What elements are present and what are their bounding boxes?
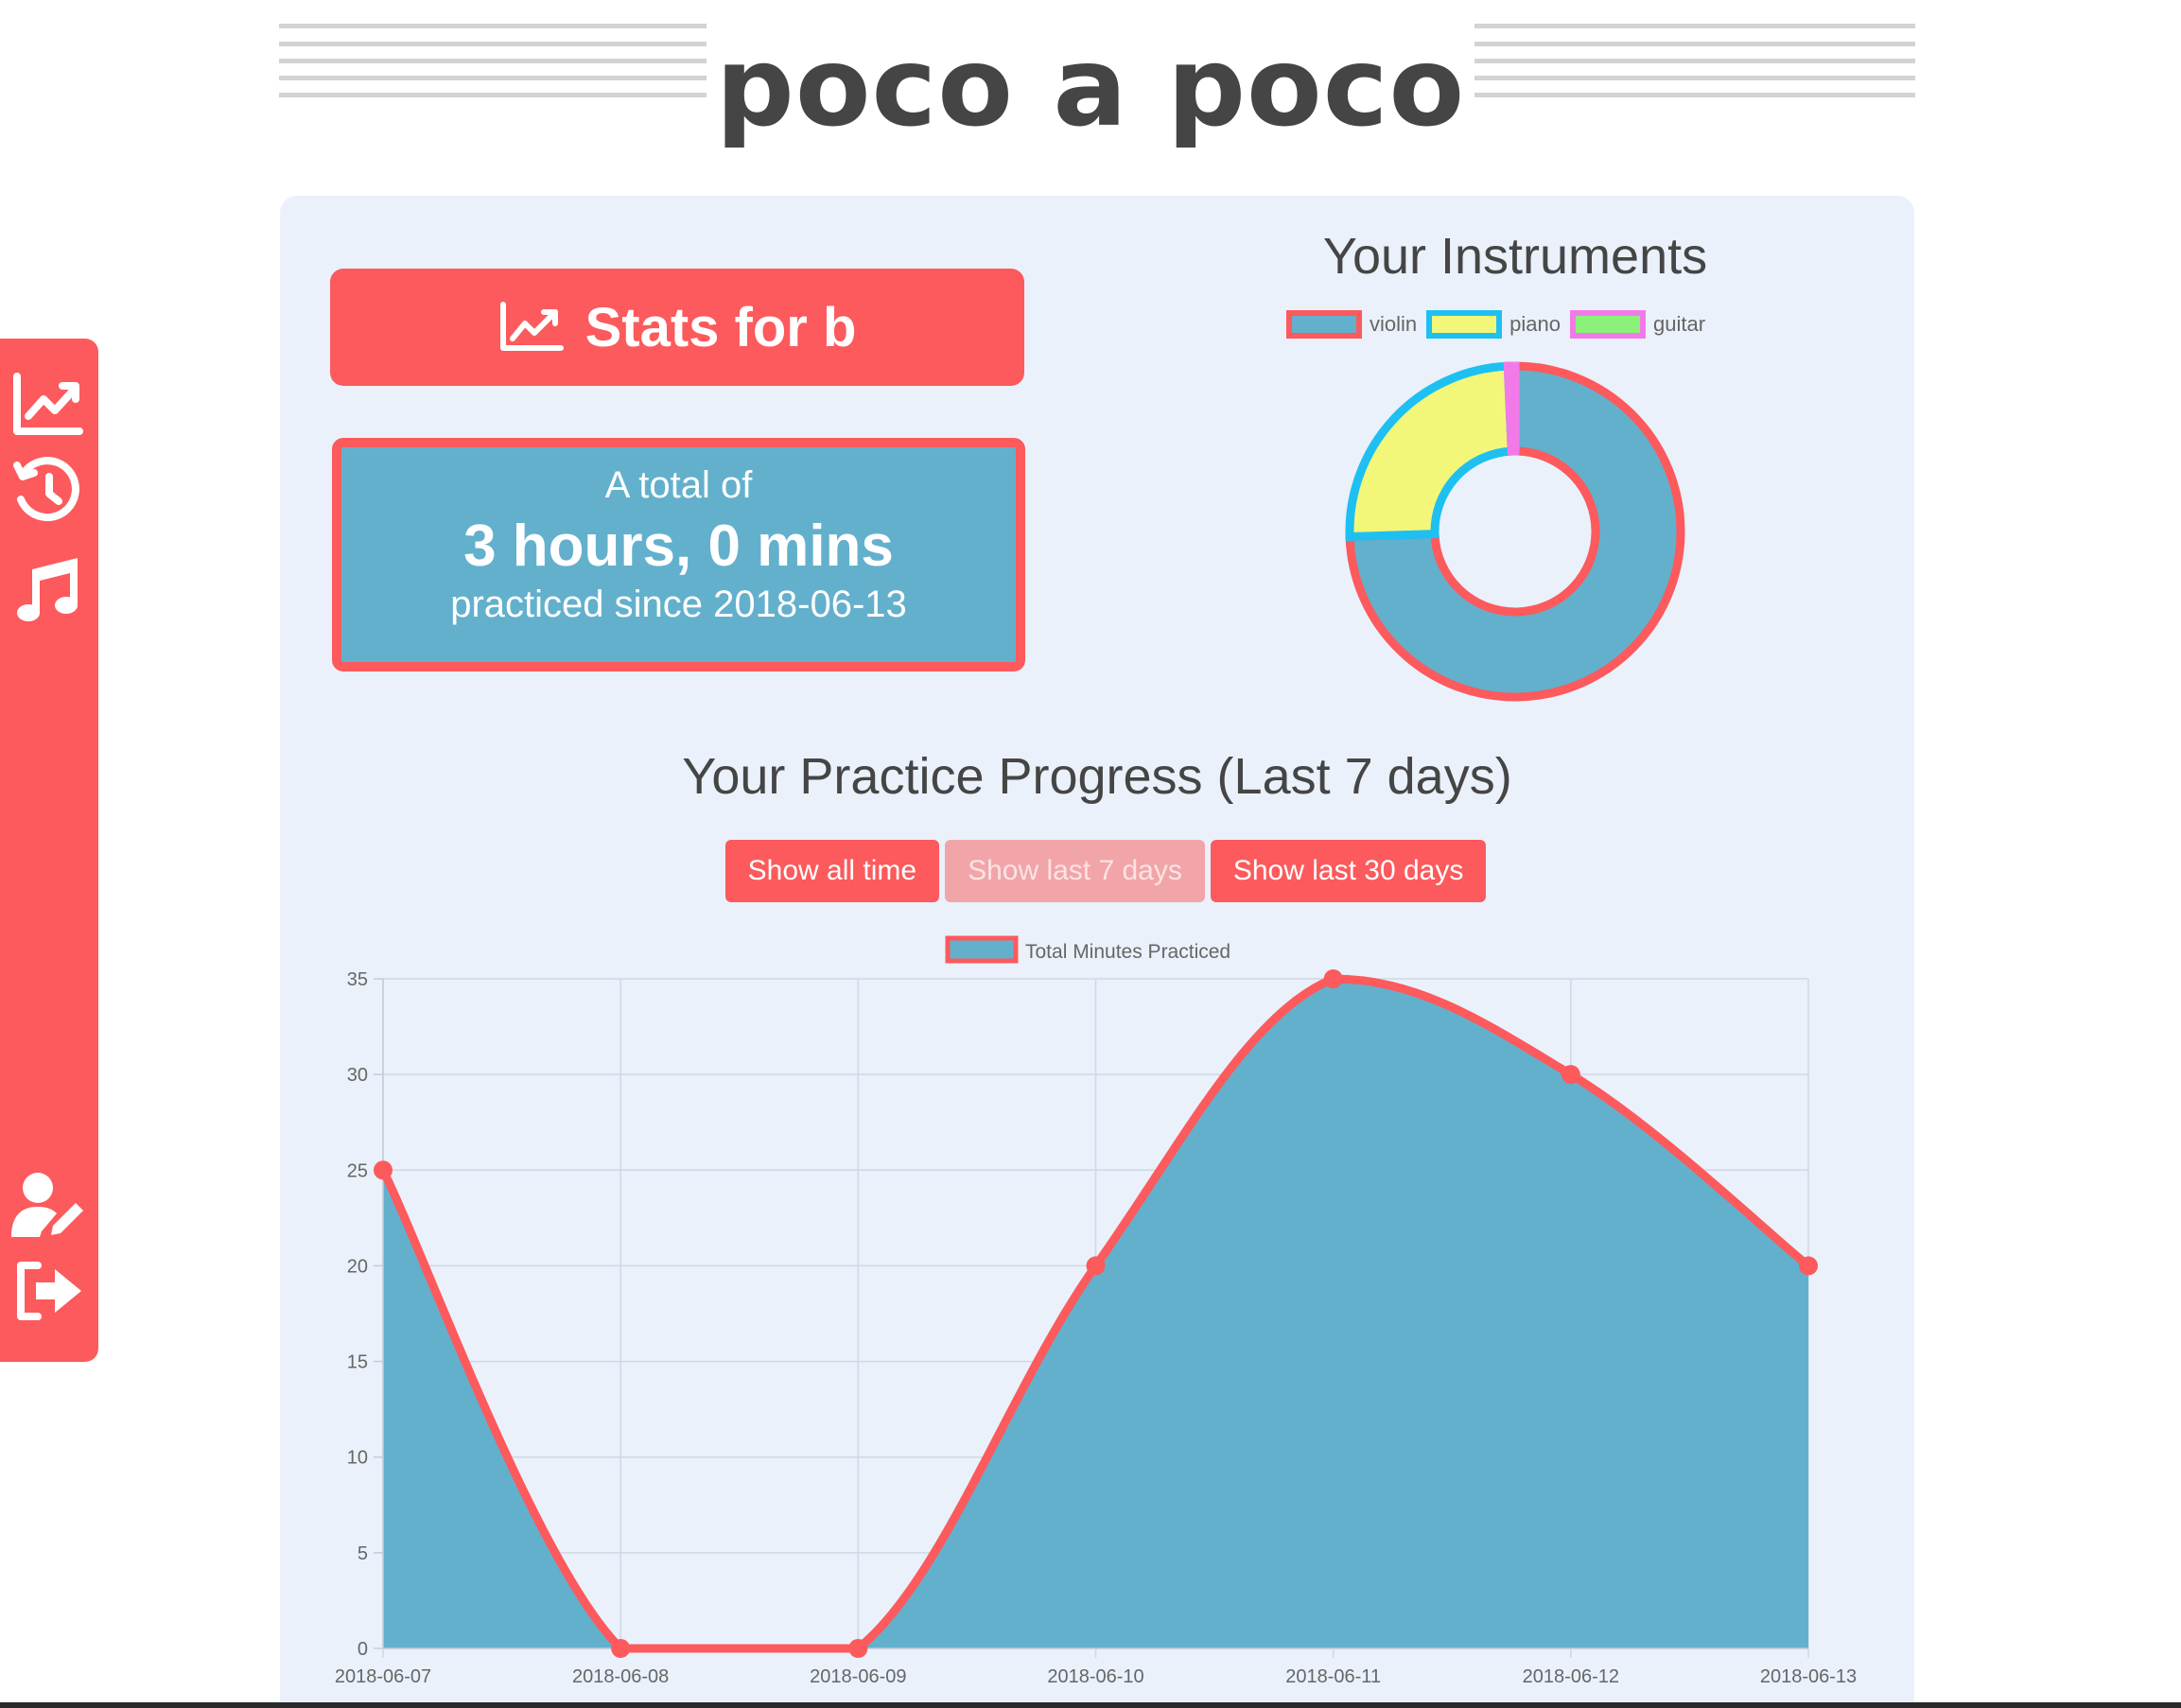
y-tick-label: 0 [358,1639,368,1660]
window-bottom-edge [0,1702,2181,1708]
legend-label: Total Minutes Practiced [1025,941,1230,963]
data-point-2018-06-11[interactable] [1323,969,1343,988]
legend-label: violin [1370,312,1418,336]
total-duration: 3 hours, 0 mins [463,514,894,579]
data-point-2018-06-13[interactable] [1799,1256,1818,1276]
y-tick-label: 20 [347,1256,368,1277]
range-button-group: Show all time Show last 7 days Show last… [0,840,2181,902]
app-logo[interactable]: poco a poco [0,17,2181,159]
x-tick-label: 2018-06-11 [1285,1666,1381,1687]
y-tick-label: 30 [347,1065,368,1086]
donut-slice-violin[interactable] [1345,361,1685,702]
x-tick-label: 2018-06-13 [1760,1666,1857,1687]
show-last-30-days-button[interactable]: Show last 30 days [1210,840,1487,902]
data-point-2018-06-07[interactable] [374,1160,393,1180]
data-point-2018-06-12[interactable] [1561,1065,1580,1085]
series-area [383,979,1808,1648]
donut-slice-guitar[interactable] [1503,361,1520,456]
x-tick-label: 2018-06-12 [1523,1666,1619,1687]
y-tick-label: 10 [347,1448,368,1469]
x-tick-label: 2018-06-07 [335,1666,431,1687]
history-icon[interactable] [9,454,85,530]
donut-slice-piano[interactable] [1345,361,1516,542]
data-point-2018-06-09[interactable] [848,1639,868,1658]
legend-label: piano [1509,312,1561,336]
data-point-2018-06-10[interactable] [1086,1256,1106,1276]
app-logo-text: poco a poco [706,24,1475,151]
stats-header-button[interactable]: Stats for b [330,269,1024,386]
y-tick-label: 15 [347,1352,368,1373]
total-since-text: practiced since 2018-06-13 [450,584,907,625]
total-intro-text: A total of [604,464,753,506]
instruments-title: Your Instruments [1322,228,1708,285]
instruments-legend: violin piano guitar [1286,310,1705,339]
legend-item-violin[interactable]: violin [1286,310,1417,339]
legend-item-guitar[interactable]: guitar [1569,310,1706,339]
stats-icon[interactable] [9,367,85,443]
y-tick-label: 25 [347,1160,368,1181]
sidebar [0,339,98,1362]
legend-swatch [945,935,1019,964]
y-tick-label: 35 [347,969,368,990]
show-last-7-days-button[interactable]: Show last 7 days [945,840,1205,902]
y-tick-label: 5 [358,1543,368,1564]
data-point-2018-06-08[interactable] [611,1639,631,1658]
legend-swatch [1286,310,1362,339]
legend-swatch [1569,310,1646,339]
show-all-time-button[interactable]: Show all time [724,840,940,902]
chart-legend[interactable]: Total Minutes Practiced [945,935,1230,964]
stats-header-label: Stats for b [585,296,857,358]
total-practice-box: A total of 3 hours, 0 mins practiced sin… [332,438,1025,671]
instruments-donut-chart [1345,361,1685,702]
x-tick-label: 2018-06-09 [810,1666,906,1687]
practice-progress-chart: Total Minutes Practiced 0 5 10 15 20 25 30 35 201… [335,935,1857,1687]
sign-out-icon[interactable] [9,1254,85,1330]
legend-swatch [1426,310,1503,339]
chart-line-icon [499,302,564,351]
x-tick-label: 2018-06-10 [1047,1666,1143,1687]
progress-title: Your Practice Progress (Last 7 days) [682,748,1512,805]
edit-profile-icon[interactable] [9,1169,85,1245]
x-tick-label: 2018-06-08 [572,1666,669,1687]
legend-item-piano[interactable]: piano [1426,310,1561,339]
music-note-icon[interactable] [9,552,85,628]
legend-label: guitar [1652,312,1706,336]
